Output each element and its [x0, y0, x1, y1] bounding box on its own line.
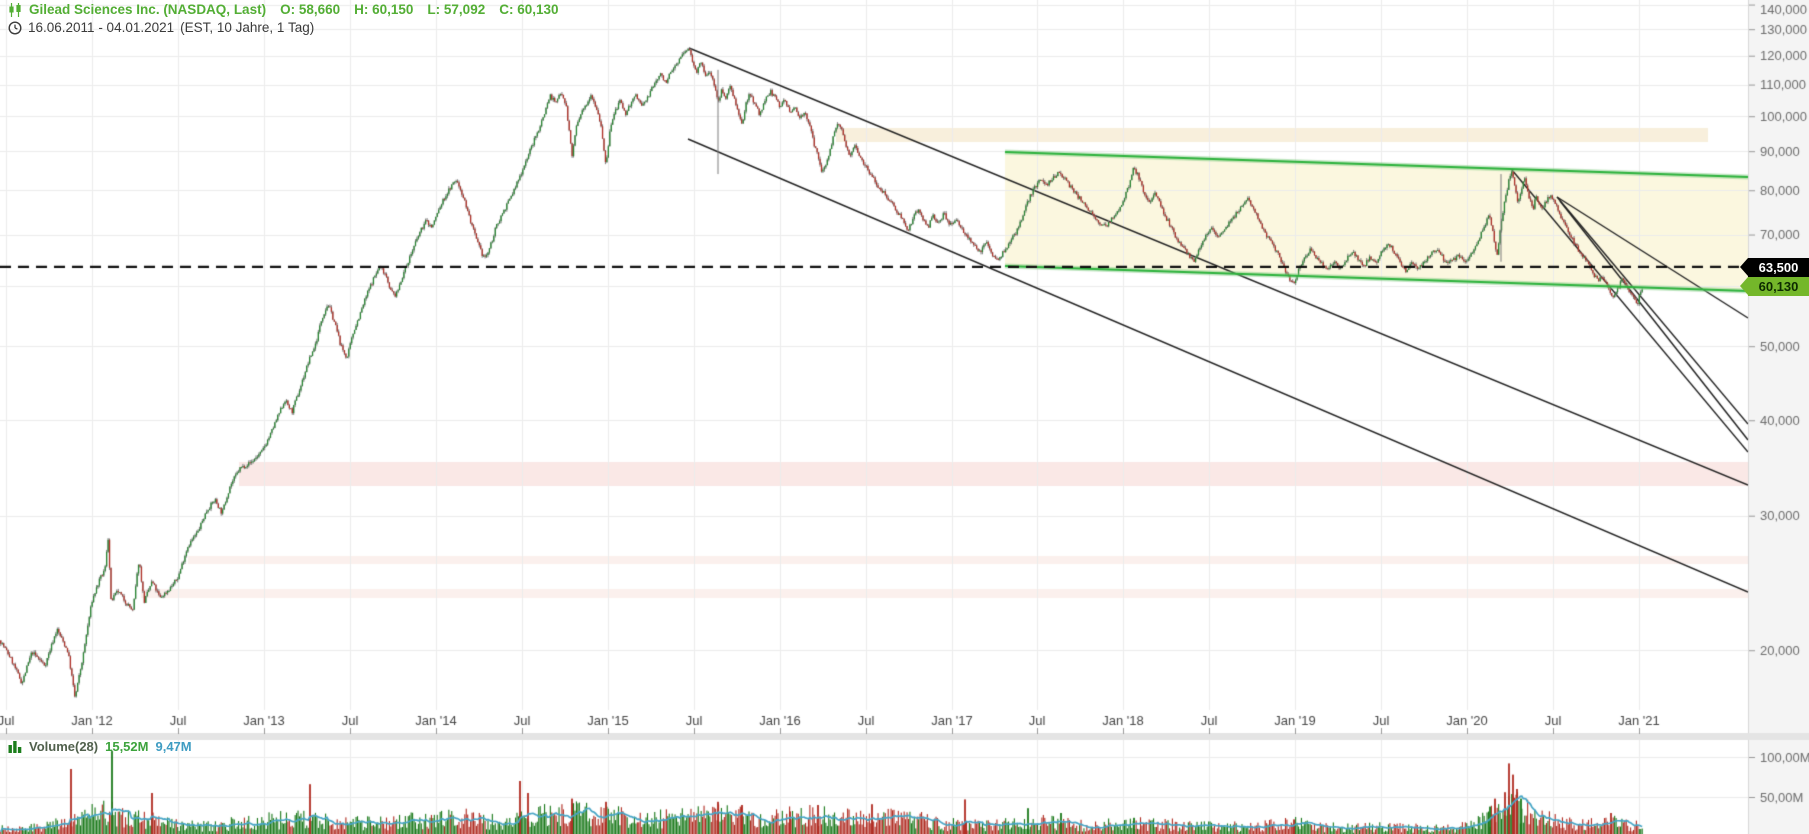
volume-indicator-header: Volume(28) 15,52M 9,47M: [8, 739, 192, 754]
low-value: L: 57,092: [427, 2, 486, 17]
date-range-row: 16.06.2011 - 04.01.2021 (EST, 10 Jahre, …: [8, 20, 314, 35]
date-range: 16.06.2011 - 04.01.2021: [28, 20, 175, 35]
volume-value-current: 15,52M: [105, 739, 149, 754]
last-price-badge: 60,130: [1740, 277, 1809, 296]
timeframe: (EST, 10 Jahre, 1 Tag): [180, 20, 315, 35]
clock-icon: [8, 20, 22, 35]
candlestick-icon: [8, 2, 23, 17]
open-value: O: 58,660: [280, 2, 341, 17]
instrument-title: Gilead Sciences Inc. (NASDAQ, Last): [29, 2, 267, 17]
volume-value-ma: 9,47M: [155, 739, 192, 754]
high-value: H: 60,150: [354, 2, 414, 17]
volume-label: Volume(28): [29, 739, 99, 754]
close-value: C: 60,130: [499, 2, 559, 17]
price-level-badge: 63,500: [1740, 258, 1809, 277]
volume-bars-icon: [8, 740, 22, 753]
instrument-header: Gilead Sciences Inc. (NASDAQ, Last) O: 5…: [8, 2, 559, 17]
